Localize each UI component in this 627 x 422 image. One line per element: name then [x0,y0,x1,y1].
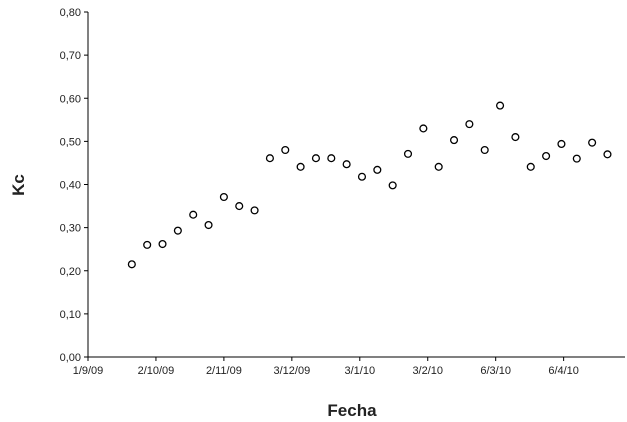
x-axis-title: Fecha [327,401,377,420]
x-axis-ticks: 1/9/09 2/10/09 2/11/09 3/12/09 3/1/10 3/2/10 6… [73,357,579,377]
x-tick-label: 1/9/09 [73,365,104,377]
data-point [204,220,213,230]
x-tick-label: 6/4/10 [548,365,579,377]
data-point [373,165,382,174]
data-point [542,151,551,161]
data-point [526,162,535,171]
data-point [496,101,505,110]
data-point [449,136,459,145]
y-tick-label: 0,70 [60,50,81,62]
y-tick-label: 0,10 [60,309,81,321]
data-point [572,154,581,163]
y-tick-label: 0,60 [60,93,81,105]
data-point [342,160,351,169]
data-point [419,124,428,133]
data-point [388,181,397,190]
data-point [557,139,566,149]
data-point [480,145,489,155]
data-point [296,162,305,171]
data-point [403,149,413,158]
y-tick-label: 0,40 [60,180,81,192]
data-point [588,138,597,147]
y-axis-title: Kc [9,174,28,196]
data-point [465,120,474,129]
x-tick-label: 2/10/09 [138,365,175,377]
data-point [511,133,520,142]
y-tick-label: 0,30 [60,223,81,235]
data-point [265,154,274,163]
data-point [250,206,259,215]
data-point [603,150,612,159]
data-point [357,172,367,181]
data-point [127,260,136,269]
x-tick-label: 3/12/09 [273,365,310,377]
x-tick-label: 6/3/10 [480,365,511,377]
y-tick-label: 0,50 [60,136,81,148]
y-tick-label: 0,20 [60,266,81,278]
y-tick-label: 0,00 [60,352,81,364]
data-point [235,202,244,211]
data-point [281,145,290,155]
data-point [434,162,443,171]
y-tick-label: 0,80 [60,7,81,19]
x-tick-label: 2/11/09 [206,365,242,377]
data-point [143,240,152,249]
data-point [173,226,182,235]
data-point [219,192,228,202]
x-tick-label: 3/1/10 [344,365,375,377]
data-point [158,239,167,249]
y-axis-ticks: 0,00 0,10 0,20 0,30 0,40 0,50 0,60 0,70 0,80 [60,7,88,364]
data-point [189,210,198,219]
x-tick-label: 3/2/10 [412,365,443,377]
data-point [311,154,321,163]
data-point [327,154,336,163]
data-points [127,101,612,269]
